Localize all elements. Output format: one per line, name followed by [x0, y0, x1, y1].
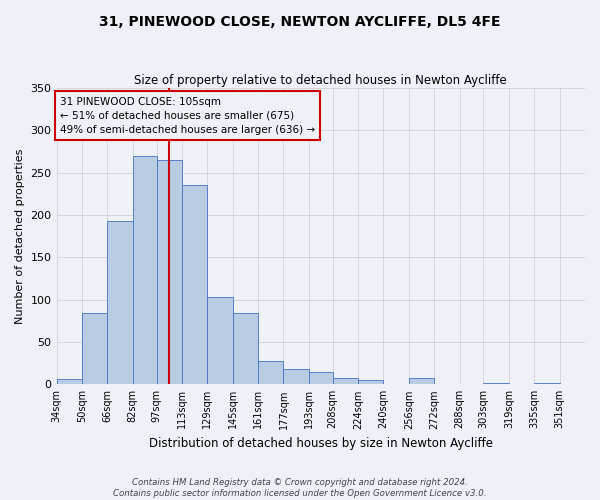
- X-axis label: Distribution of detached houses by size in Newton Aycliffe: Distribution of detached houses by size …: [149, 437, 493, 450]
- Text: 31 PINEWOOD CLOSE: 105sqm
← 51% of detached houses are smaller (675)
49% of semi: 31 PINEWOOD CLOSE: 105sqm ← 51% of detac…: [60, 96, 315, 134]
- Text: 31, PINEWOOD CLOSE, NEWTON AYCLIFFE, DL5 4FE: 31, PINEWOOD CLOSE, NEWTON AYCLIFFE, DL5…: [99, 15, 501, 29]
- Bar: [332, 378, 358, 384]
- Bar: [133, 156, 157, 384]
- Bar: [208, 297, 233, 384]
- Bar: [258, 360, 283, 384]
- Y-axis label: Number of detached properties: Number of detached properties: [15, 148, 25, 324]
- Text: Contains HM Land Registry data © Crown copyright and database right 2024.
Contai: Contains HM Land Registry data © Crown c…: [113, 478, 487, 498]
- Bar: [56, 379, 82, 384]
- Bar: [283, 369, 309, 384]
- Bar: [358, 380, 383, 384]
- Bar: [409, 378, 434, 384]
- Title: Size of property relative to detached houses in Newton Aycliffe: Size of property relative to detached ho…: [134, 74, 507, 87]
- Bar: [233, 313, 258, 384]
- Bar: [157, 160, 182, 384]
- Bar: [309, 372, 332, 384]
- Bar: [107, 221, 133, 384]
- Bar: [484, 382, 509, 384]
- Bar: [182, 184, 208, 384]
- Bar: [82, 313, 107, 384]
